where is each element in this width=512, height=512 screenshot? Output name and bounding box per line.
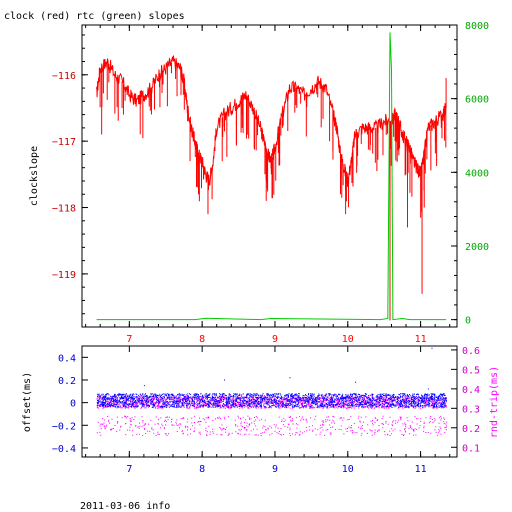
rtc-series-line	[96, 32, 447, 321]
offset-points	[96, 347, 447, 408]
top-plot-frame	[81, 24, 458, 328]
bottom-panel: 7 8 9 10 11 0.4 0.2 0 −0.2 −0.4 0.6 0.5 0.4 0.3 0.2 0.1…	[22, 345, 500, 475]
top-y2tick-label: 6000	[465, 95, 489, 106]
bottom-y2tick-label: 0.2	[462, 424, 480, 435]
bottom-xtick-label: 10	[342, 464, 354, 475]
top-y2tick-label: 8000	[465, 21, 489, 32]
top-y2tick-label: 4000	[465, 168, 489, 179]
top-xtick-label: 8	[199, 334, 205, 345]
top-ytick-label: −117	[52, 137, 76, 148]
bottom-y2label: rnd-trip(ms)	[489, 366, 500, 438]
bottom-y2tick-label: 0.4	[462, 385, 480, 396]
bottom-series	[96, 347, 448, 437]
top-series	[96, 32, 447, 321]
bottom-y2tick-label: 0.1	[462, 443, 480, 454]
top-xtick-label: 10	[342, 334, 354, 345]
chart-title: clock (red) rtc (green) slopes	[4, 11, 185, 22]
bottom-y2tick-label: 0.6	[462, 346, 480, 357]
bottom-plot-frame	[81, 345, 458, 458]
bottom-ticks: 7 8 9 10 11 0.4 0.2 0 −0.2 −0.4 0.6 0.5 0.4 0.3 0.2 0.1	[52, 346, 480, 475]
footer-info: 2011-03-06 info	[80, 501, 170, 512]
bottom-ytick-label: −0.2	[52, 421, 76, 432]
top-xtick-label: 9	[272, 334, 278, 345]
bottom-ylabel: offset(ms)	[22, 372, 33, 432]
bottom-xtick-label: 11	[415, 464, 427, 475]
bottom-ytick-label: −0.4	[52, 444, 76, 455]
top-ytick-label: −118	[52, 204, 76, 215]
top-ytick-label: −116	[52, 71, 76, 82]
top-y2tick-label: 2000	[465, 242, 489, 253]
bottom-xtick-label: 9	[272, 464, 278, 475]
top-y2tick-label: 0	[465, 316, 471, 327]
bottom-ytick-label: 0.4	[58, 353, 76, 364]
bottom-y2tick-label: 0.5	[462, 365, 480, 376]
bottom-xtick-label: 7	[126, 464, 132, 475]
top-xtick-label: 7	[126, 334, 132, 345]
top-panel: 7 8 9 10 11 −116 −117 −118 −119 0 2000 4000 6000 8000…	[29, 21, 489, 345]
bottom-xtick-label: 8	[199, 464, 205, 475]
top-ytick-label: −119	[52, 270, 76, 281]
top-xtick-label: 11	[415, 334, 427, 345]
bottom-ytick-label: 0	[70, 399, 76, 410]
bottom-y2tick-label: 0.3	[462, 404, 480, 415]
bottom-ytick-label: 0.2	[58, 376, 76, 387]
top-ticks: 7 8 9 10 11 −116 −117 −118 −119 0 2000 4000 6000 8000	[52, 21, 489, 345]
top-ylabel: clockslope	[29, 146, 40, 206]
